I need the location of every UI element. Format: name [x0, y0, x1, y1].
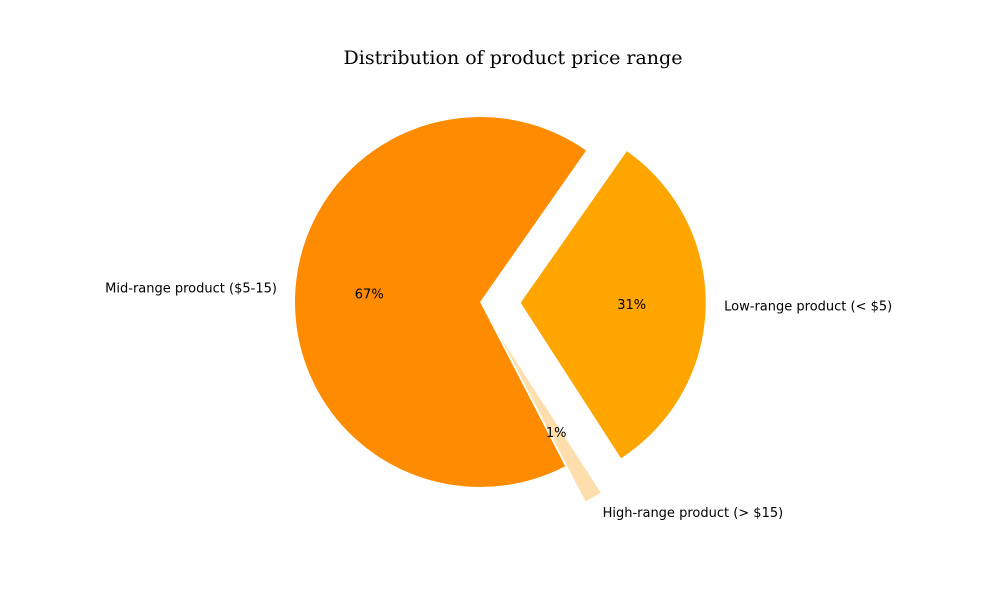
slice-label-low-range-product-5: Low-range product (< $5): [724, 300, 892, 315]
pct-label-low-range-product-5: 31%: [617, 298, 646, 313]
pct-label-high-range-product-15: 1%: [546, 426, 567, 441]
slice-label-mid-range-product-5-15: Mid-range product ($5-15): [105, 282, 277, 297]
slice-label-high-range-product-15: High-range product (> $15): [603, 506, 784, 521]
chart-title: Distribution of product price range: [344, 47, 683, 69]
pct-label-mid-range-product-5-15: 67%: [355, 288, 384, 303]
